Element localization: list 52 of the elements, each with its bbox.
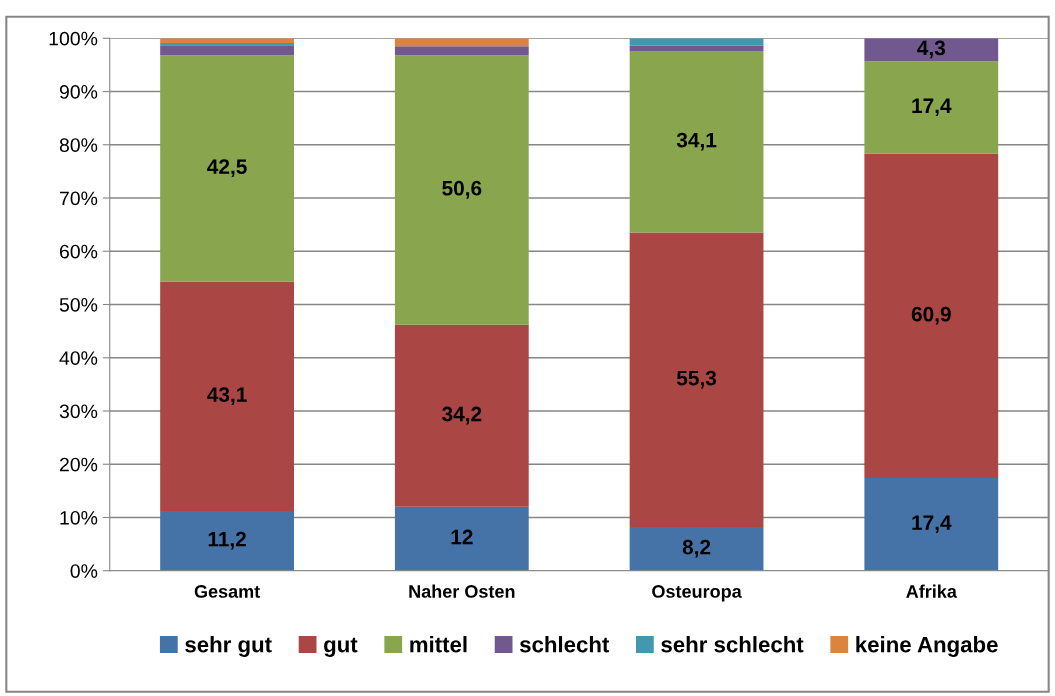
legend-label: schlecht bbox=[519, 636, 610, 653]
legend-label: sehr schlecht bbox=[661, 636, 804, 653]
bar bbox=[629, 232, 764, 528]
data-label: 17,4 bbox=[912, 515, 952, 534]
x-tick-label: Osteuropa bbox=[652, 585, 742, 602]
data-label: 4,3 bbox=[917, 40, 946, 59]
bar bbox=[864, 38, 999, 62]
bar bbox=[160, 45, 294, 56]
data-label: 12 bbox=[451, 529, 473, 545]
bar bbox=[160, 281, 294, 512]
y-tick-label: 100% bbox=[49, 31, 98, 46]
data-label: 34,2 bbox=[442, 406, 482, 425]
bar bbox=[864, 478, 999, 571]
bar bbox=[629, 38, 764, 46]
x-tick-label: Afrika bbox=[906, 584, 958, 598]
data-label: 43,1 bbox=[207, 387, 247, 405]
data-label: 50,6 bbox=[442, 180, 482, 199]
data-label: 42,5 bbox=[207, 159, 247, 178]
x-tick-label: Naher Osten bbox=[409, 584, 515, 598]
bar bbox=[394, 55, 529, 325]
bar bbox=[629, 51, 764, 233]
bar bbox=[629, 45, 764, 52]
data-label: 11,2 bbox=[208, 531, 246, 550]
y-tick-label: 40% bbox=[59, 351, 98, 365]
data-label: 17,4 bbox=[912, 98, 952, 117]
data-label: 60,9 bbox=[911, 306, 951, 325]
y-tick-label: 10% bbox=[60, 510, 98, 525]
y-tick-label: 20% bbox=[59, 457, 98, 472]
y-tick-label: 50% bbox=[59, 297, 98, 312]
legend-label: keine Angabe bbox=[856, 636, 998, 657]
bar bbox=[394, 46, 529, 56]
y-tick-label: 60% bbox=[59, 244, 98, 259]
bar bbox=[864, 61, 999, 154]
data-label: 8,2 bbox=[682, 539, 711, 558]
x-tick-label: Gesamt bbox=[194, 585, 260, 598]
data-label: 34,1 bbox=[676, 132, 717, 151]
bar bbox=[394, 506, 529, 571]
bar bbox=[160, 43, 294, 46]
data-label: 55,3 bbox=[676, 370, 717, 389]
legend-label: mittel bbox=[410, 636, 467, 653]
legend-label: sehr gut bbox=[185, 636, 272, 657]
bar bbox=[394, 324, 529, 507]
bar bbox=[160, 511, 294, 571]
y-tick-label: 0% bbox=[70, 564, 98, 578]
bar bbox=[864, 153, 999, 479]
y-tick-label: 70% bbox=[59, 191, 98, 206]
bar bbox=[160, 55, 294, 282]
y-tick-label: 30% bbox=[59, 404, 98, 419]
bar bbox=[629, 527, 764, 571]
y-tick-label: 90% bbox=[59, 84, 98, 99]
legend-label: gut bbox=[324, 637, 358, 657]
y-tick-label: 80% bbox=[59, 138, 98, 152]
